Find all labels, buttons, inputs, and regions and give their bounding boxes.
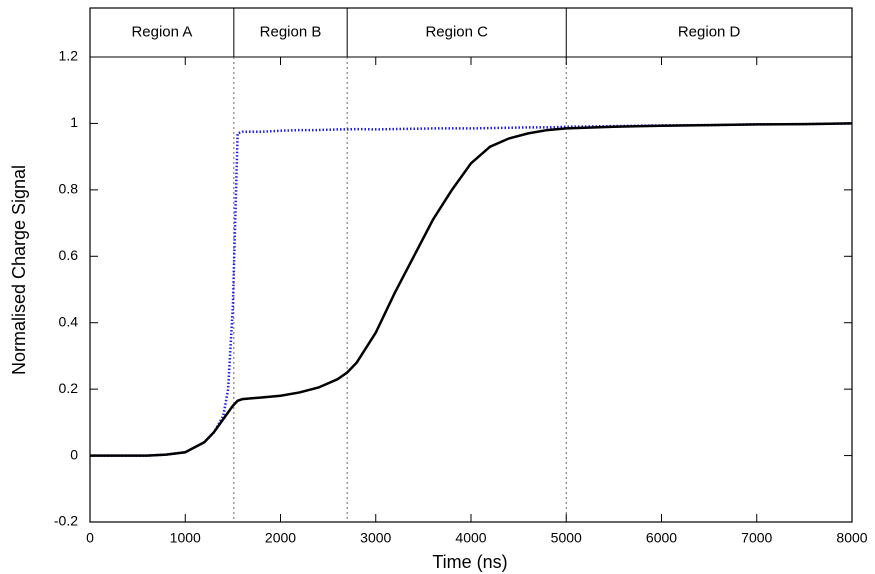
x-tick-label: 2000: [265, 530, 296, 546]
y-tick-label: 0.6: [59, 247, 79, 263]
y-tick-label: 1.2: [59, 48, 79, 64]
y-tick-label: 0.8: [59, 181, 79, 197]
x-tick-label: 5000: [551, 530, 582, 546]
x-tick-label: 1000: [170, 530, 201, 546]
region-label: Region A: [131, 23, 192, 40]
x-tick-label: 3000: [360, 530, 391, 546]
x-tick-label: 4000: [455, 530, 486, 546]
x-tick-label: 7000: [741, 530, 772, 546]
data-line: [90, 122, 853, 457]
y-tick-label: 1: [70, 114, 78, 130]
y-tick-label: 0: [70, 446, 78, 462]
y-axis-label: Normalised Charge Signal: [9, 165, 29, 375]
x-tick-label: 6000: [646, 530, 677, 546]
y-tick-label: 0.4: [59, 313, 79, 329]
x-tick-label: 0: [86, 530, 94, 546]
region-label: Region C: [425, 23, 488, 40]
region-label: Region D: [678, 23, 741, 40]
data-line: [90, 122, 853, 457]
y-tick-label: -0.2: [54, 513, 78, 529]
x-axis-label: Time (ns): [432, 552, 507, 572]
x-tick-label: 8000: [836, 530, 867, 546]
y-tick-label: 0.2: [59, 380, 79, 396]
plot-frame: [89, 7, 853, 523]
region-label: Region B: [260, 23, 322, 40]
